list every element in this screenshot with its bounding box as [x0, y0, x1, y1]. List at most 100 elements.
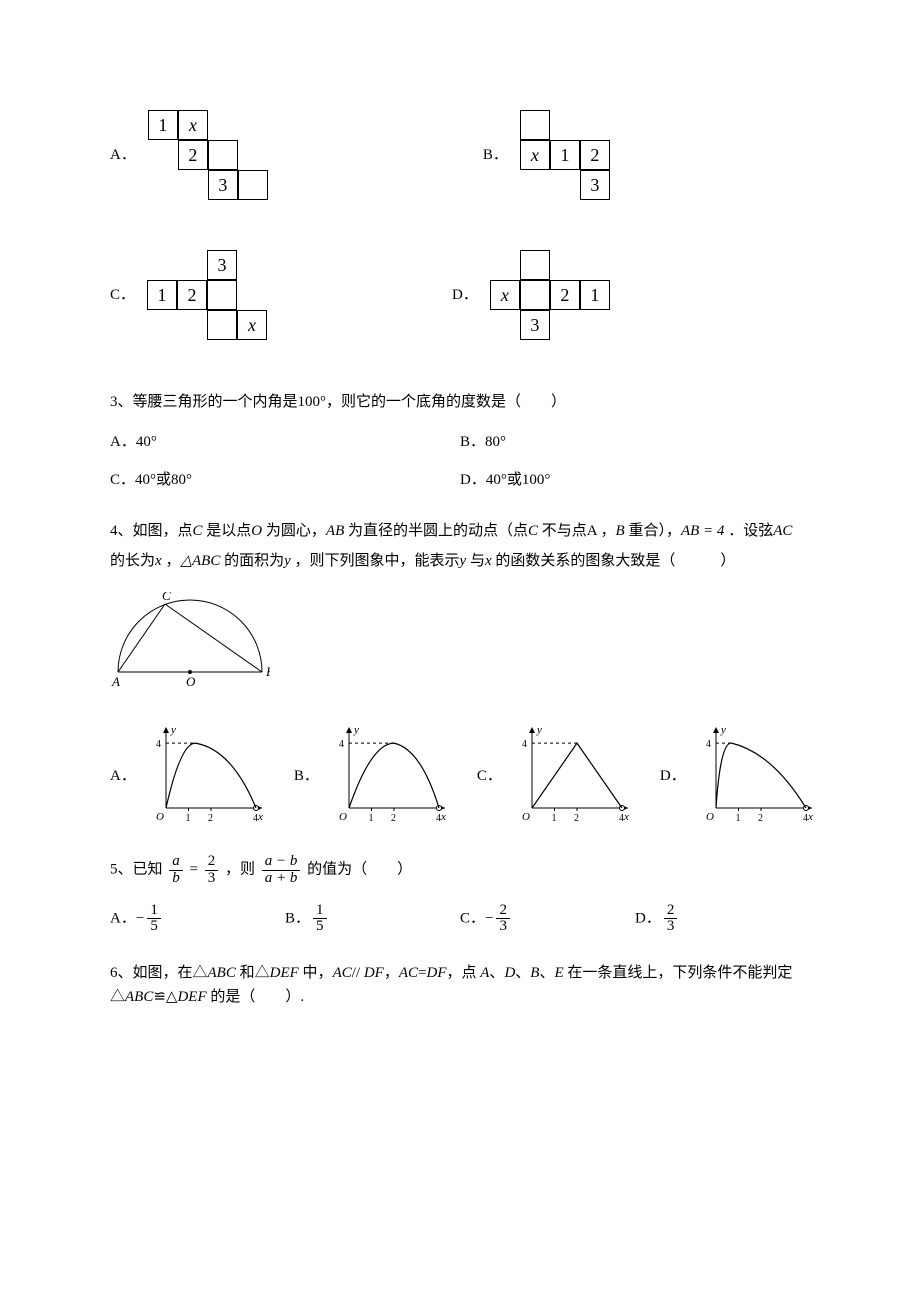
net-cell: 2	[178, 140, 208, 170]
q3-opts-1: A．40° B．80°	[110, 430, 810, 454]
q4-s5: 不与点	[542, 523, 587, 539]
svg-text:B: B	[266, 664, 270, 679]
q4-C2: C	[528, 523, 538, 539]
cube-net-B: x123	[520, 110, 610, 200]
q4-ABeq: AB = 4	[681, 523, 724, 539]
net-cell: 2	[550, 280, 580, 310]
q4-s13: 的函数关系的图象大致是（ ）	[495, 553, 735, 569]
q5-eq: =	[190, 862, 198, 878]
q4-s10: 的面积为	[224, 553, 284, 569]
q4-O: O	[251, 523, 262, 539]
svg-text:C: C	[162, 592, 171, 603]
net-cell: 1	[147, 280, 177, 310]
q6-body: 6、如图，在△ABC 和△DEF 中，AC// DF，AC=DF，点 A、D、B…	[110, 965, 792, 1005]
net-cell: 2	[177, 280, 207, 310]
q4-B: B	[616, 523, 625, 539]
q4-s12: 与	[470, 553, 485, 569]
q4-x2: x	[485, 553, 492, 569]
svg-text:4: 4	[706, 739, 711, 750]
net-D-label: D．	[452, 283, 478, 307]
svg-text:1: 1	[368, 813, 373, 824]
svg-text:2: 2	[758, 813, 763, 824]
q5-opts: A．−15 B．15 C．−23 D．23	[110, 903, 810, 936]
cube-net-A: 1x23	[148, 110, 268, 200]
q5-mid: ，则	[225, 862, 255, 878]
q4-text: 4、如图，点C 是以点O 为圆心，AB 为直径的半圆上的动点（点C 不与点A ，…	[110, 516, 810, 576]
q4-s2: 是以点	[206, 523, 251, 539]
svg-text:4: 4	[619, 813, 624, 824]
svg-text:y: y	[353, 724, 359, 736]
q6-text: 6、如图，在△ABC 和△DEF 中，AC// DF，AC=DF，点 A、D、B…	[110, 961, 810, 1009]
svg-text:O: O	[339, 811, 347, 823]
net-cell	[520, 280, 550, 310]
net-cell	[207, 310, 237, 340]
q4-graph-row: A．yxO1244 B．yxO1244 C．yxO1244 D．yxO1244	[110, 723, 810, 828]
q5-frac3: a − ba + b	[262, 854, 301, 887]
net-cell	[207, 280, 237, 310]
q4-C: C	[193, 523, 203, 539]
net-cell	[208, 140, 238, 170]
net-cell	[238, 170, 268, 200]
q4-s11: ，则下列图象中，能表示	[295, 553, 460, 569]
q4-gC-label: C．	[477, 764, 502, 788]
svg-text:2: 2	[391, 813, 396, 824]
net-cell: 1	[148, 110, 178, 140]
svg-text:O: O	[522, 811, 530, 823]
q4-graph-B: yxO1244	[329, 723, 449, 828]
q3-opts-2: C．40°或80° D．40°或100°	[110, 468, 810, 492]
q4-s4: 为直径的半圆上的动点（点	[348, 523, 528, 539]
net-row-1: A． 1x23 B． x123	[110, 110, 810, 200]
q5-opt-A: A．−15	[110, 903, 285, 936]
q3-opt-D: D．40°或100°	[460, 468, 810, 492]
net-cell: 3	[580, 170, 610, 200]
svg-text:O: O	[186, 674, 196, 689]
q3-text: 3、等腰三角形的一个内角是100°，则它的一个底角的度数是（ ）	[110, 390, 810, 414]
q4-s7: ．设弦	[728, 523, 773, 539]
q4-AC: AC	[773, 523, 792, 539]
q3-opt-A: A．40°	[110, 430, 460, 454]
svg-text:y: y	[170, 724, 176, 736]
svg-text:4: 4	[803, 813, 808, 824]
net-cell: 3	[208, 170, 238, 200]
q4-y: y	[284, 553, 291, 569]
net-cell: 1	[550, 140, 580, 170]
q4-graph-D: yxO1244	[696, 723, 816, 828]
q4-s9: ，	[165, 553, 180, 569]
svg-text:A: A	[111, 674, 120, 689]
q4-AB: AB	[326, 523, 344, 539]
q4-y2: y	[460, 553, 467, 569]
q5-frac2: 23	[205, 854, 219, 887]
q4-tri: △ABC	[180, 553, 220, 569]
net-cell: x	[178, 110, 208, 140]
svg-text:4: 4	[339, 739, 344, 750]
svg-text:4: 4	[253, 813, 258, 824]
q4-s6: 重合），	[628, 523, 681, 539]
net-cell: 3	[520, 310, 550, 340]
net-cell: 3	[207, 250, 237, 280]
svg-text:O: O	[156, 811, 164, 823]
svg-text:1: 1	[551, 813, 556, 824]
q5-lead: 5、已知	[110, 862, 163, 878]
svg-text:4: 4	[522, 739, 527, 750]
net-B-label: B．	[483, 143, 508, 167]
q4-gB-label: B．	[294, 764, 319, 788]
q5-text: 5、已知 ab = 23 ，则 a − ba + b 的值为（ ）	[110, 854, 810, 887]
net-cell	[520, 110, 550, 140]
svg-text:y: y	[720, 724, 726, 736]
q4-s8: 的长为	[110, 553, 155, 569]
net-cell: x	[490, 280, 520, 310]
q4-s3: 为圆心，	[266, 523, 326, 539]
q3-opt-C: C．40°或80°	[110, 468, 460, 492]
net-cell: 1	[580, 280, 610, 310]
q5-opt-D: D．23	[635, 903, 810, 936]
q5-frac1: ab	[169, 854, 183, 887]
net-C-label: C．	[110, 283, 135, 307]
net-row-2: C． 312x D． x213	[110, 250, 810, 340]
net-cell: 2	[580, 140, 610, 170]
q5-opt-C: C．−23	[460, 903, 635, 936]
q4-semicircle: A B O C	[110, 592, 810, 705]
cube-net-D: x213	[490, 250, 610, 340]
svg-text:1: 1	[185, 813, 190, 824]
q4-s1: 4、如图，点	[110, 523, 193, 539]
net-cell: x	[520, 140, 550, 170]
